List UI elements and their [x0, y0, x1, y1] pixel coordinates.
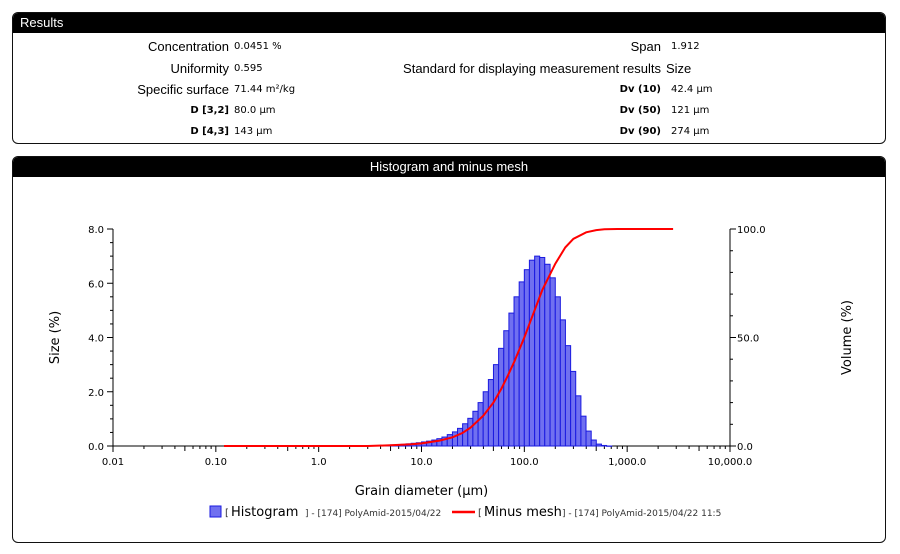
result-value: 0.0451 % — [234, 41, 282, 52]
histogram-bar — [467, 417, 474, 447]
y2-axis-label: Volume (%) — [840, 300, 855, 375]
result-row-right: Dv (10) — [313, 80, 661, 100]
histogram-bar — [518, 281, 525, 447]
histogram-bar — [513, 296, 520, 447]
legend-minus-mesh-source: ] - [174] PolyAmid-2015/04/22 11:5 — [562, 509, 721, 519]
result-value: 121 µm — [671, 105, 710, 116]
result-value: 274 µm — [671, 126, 710, 137]
result-row-left: D [3,2] — [13, 101, 229, 121]
histogram-bar — [482, 391, 489, 447]
histogram-bars — [379, 255, 613, 447]
histogram-bar — [487, 379, 494, 447]
result-row-right: Dv (50) — [313, 101, 661, 121]
result-row-left: Uniformity — [13, 59, 229, 79]
histogram-bar — [600, 444, 608, 447]
result-label: Dv (10) — [619, 84, 661, 95]
results-title: Results — [13, 13, 885, 33]
histogram-bar — [585, 430, 592, 447]
histogram-bar — [472, 410, 479, 447]
histogram-bar — [508, 312, 515, 447]
result-row-left: Concentration — [13, 37, 229, 57]
legend-minus-mesh-name: Minus mesh — [484, 505, 562, 520]
result-row-right: Dv (90) — [313, 122, 661, 142]
histogram-bar — [451, 431, 459, 447]
x-tick-label: 10.0 — [410, 457, 432, 468]
minus-mesh-line — [224, 228, 674, 447]
histogram-bar — [457, 427, 464, 447]
y-tick-label: 0.0 — [88, 442, 104, 453]
y-axis-label: Size (%) — [48, 311, 63, 364]
histogram-bar — [559, 319, 566, 447]
result-value: 1.912 — [671, 41, 700, 52]
histogram-bar — [498, 347, 505, 447]
histogram-bar — [595, 443, 602, 447]
legend-bracket: [ — [478, 508, 482, 519]
histogram-bar — [503, 330, 510, 447]
result-row-right: Span — [313, 37, 661, 57]
result-label: Dv (50) — [619, 105, 661, 116]
y2-tick-label: 0.0 — [737, 442, 753, 453]
histogram-bar — [544, 263, 551, 447]
histogram-bar — [523, 269, 530, 447]
result-value: 80.0 µm — [234, 105, 276, 116]
result-label: Standard for displaying measurement resu… — [403, 61, 661, 76]
y-tick-label: 4.0 — [88, 334, 104, 345]
result-label: Span — [630, 39, 661, 54]
result-value: 143 µm — [234, 126, 273, 137]
histogram-bar — [575, 395, 582, 447]
x-tick-label: 0.10 — [205, 457, 227, 468]
chart-panel: Histogram and minus mesh 0.01 0.10 1.0 10.0… — [12, 156, 886, 543]
results-panel: Results Concentration 0.0451 % Uniformity 0… — [12, 12, 886, 144]
histogram-bar — [492, 364, 500, 447]
result-row-right: Standard for displaying measurement resu… — [313, 59, 661, 79]
legend: [Histogram] - [174] PolyAmid-2015/04/22[… — [209, 505, 721, 520]
histogram-bar — [477, 402, 484, 447]
x-tick-label: 10,000.0 — [708, 457, 753, 468]
histogram-bar — [580, 415, 587, 447]
x-tick-label: 100.0 — [510, 457, 539, 468]
histogram-bar — [549, 277, 556, 447]
x-axis-label: Grain diameter (μm) — [355, 484, 489, 499]
x-tick-label: 1,000.0 — [608, 457, 646, 468]
result-label: Specific surface — [137, 82, 229, 97]
result-value: 0.595 — [234, 63, 263, 74]
histogram-bar — [534, 255, 541, 447]
y-tick-label: 6.0 — [88, 279, 104, 290]
result-label: D [3,2] — [190, 105, 229, 116]
result-row-left: D [4,3] — [13, 122, 229, 142]
histogram-bar — [528, 259, 536, 447]
x-tick-label: 1.0 — [311, 457, 327, 468]
histogram-bar — [564, 345, 572, 447]
result-label: D [4,3] — [190, 126, 229, 137]
legend-histogram-source: ] - [174] PolyAmid-2015/04/22 — [305, 509, 441, 519]
histogram-bar — [554, 296, 561, 447]
histogram-bar — [462, 423, 469, 447]
result-label: Uniformity — [170, 61, 229, 76]
result-value: 42.4 µm — [671, 84, 713, 95]
histogram-chart: 0.01 0.10 1.0 10.0 100.0 1,000.0 10,000.0 0.0 2.… — [48, 225, 855, 520]
y-tick-label: 8.0 — [88, 225, 104, 236]
result-label: Dv (90) — [619, 126, 661, 137]
y2-tick-label: 50.0 — [737, 334, 759, 345]
result-row-left: Specific surface — [13, 80, 229, 100]
chart-panel-title: Histogram and minus mesh — [13, 157, 885, 177]
y-tick-label: 2.0 — [88, 388, 104, 399]
result-label: Concentration — [148, 39, 229, 54]
legend-bracket: [ — [225, 508, 229, 519]
histogram-bar — [590, 439, 597, 447]
x-tick-label: 0.01 — [102, 457, 124, 468]
legend-histogram-swatch — [209, 505, 222, 518]
result-value: Size — [666, 61, 692, 76]
histogram-bar — [570, 370, 577, 447]
y2-tick-label: 100.0 — [737, 225, 766, 236]
histogram-bar — [446, 434, 453, 447]
legend-histogram-name: Histogram — [231, 505, 298, 520]
result-value: 71.44 m²/kg — [234, 84, 296, 95]
